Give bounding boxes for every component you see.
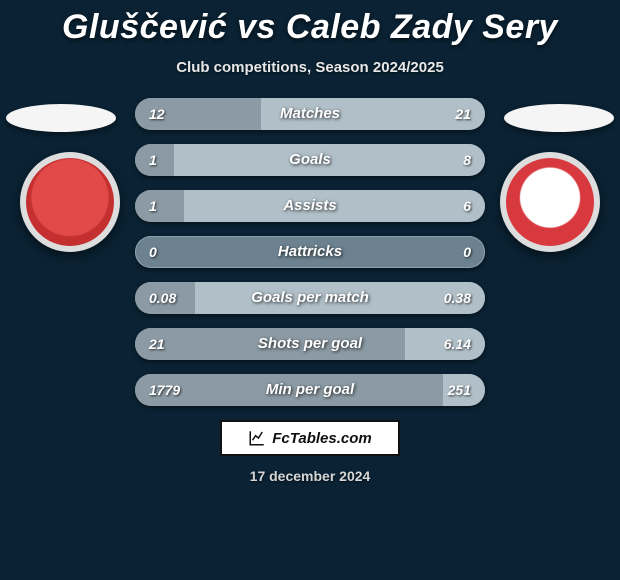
stat-row: 0.080.38Goals per match	[135, 282, 485, 314]
stat-label: Goals per match	[135, 282, 485, 314]
stat-row: 18Goals	[135, 144, 485, 176]
stat-bars: 1221Matches 18Goals 16Assists 00Hattricks 0.…	[135, 98, 485, 406]
footer-brand-label: FcTables.com	[272, 430, 371, 447]
club-badge-left	[20, 152, 120, 252]
stat-label: Hattricks	[135, 236, 485, 268]
stat-label: Assists	[135, 190, 485, 222]
stat-label: Matches	[135, 98, 485, 130]
page-subtitle: Club competitions, Season 2024/2025	[0, 59, 620, 76]
player-marker-right	[504, 104, 614, 132]
footer-brand: FcTables.com	[220, 420, 400, 456]
stat-row: 00Hattricks	[135, 236, 485, 268]
stat-row: 1221Matches	[135, 98, 485, 130]
stat-row: 1779251Min per goal	[135, 374, 485, 406]
stat-label: Goals	[135, 144, 485, 176]
comparison-stage: 1221Matches 18Goals 16Assists 00Hattricks 0.…	[0, 98, 620, 406]
stat-label: Shots per goal	[135, 328, 485, 360]
date-label: 17 december 2024	[0, 468, 620, 484]
stat-row: 216.14Shots per goal	[135, 328, 485, 360]
chart-icon	[248, 429, 266, 447]
stat-row: 16Assists	[135, 190, 485, 222]
page-title: Gluščević vs Caleb Zady Sery	[0, 0, 620, 47]
club-badge-right	[500, 152, 600, 252]
player-marker-left	[6, 104, 116, 132]
stat-label: Min per goal	[135, 374, 485, 406]
